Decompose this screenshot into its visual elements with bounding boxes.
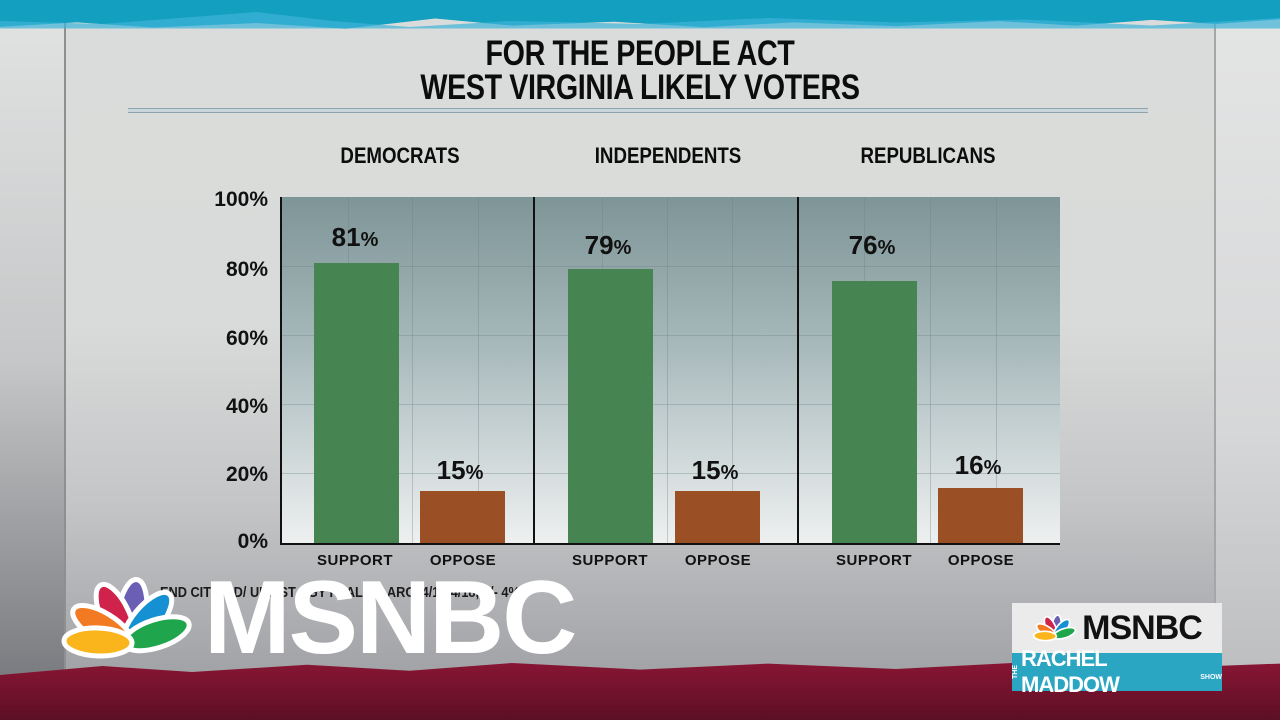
gridline-v [732, 197, 733, 543]
y-tick-80: 80% [225, 258, 268, 281]
left-wall [0, 0, 64, 720]
show-the: THE [1012, 665, 1019, 679]
category-label-ind-oppose: OPPOSE [684, 552, 752, 569]
right-wall [1216, 0, 1280, 720]
bar-republicans-oppose [938, 488, 1023, 543]
bar-democrats-oppose [420, 491, 505, 543]
msnbc-watermark-text: MSNBC [204, 560, 577, 676]
category-label-rep-oppose: OPPOSE [947, 552, 1015, 569]
group-label-independents: INDEPENDENTS [594, 143, 742, 168]
gridline-40 [282, 404, 1060, 405]
gridline-v [996, 197, 997, 543]
y-tick-20: 20% [225, 463, 268, 486]
value-label-ind-oppose: 15% [691, 455, 739, 485]
gridline-v [930, 197, 931, 543]
y-tick-0: 0% [237, 530, 268, 553]
msnbc-corner-logo: MSNBC [1012, 603, 1222, 653]
value-label-dem-support: 81% [331, 222, 379, 252]
show-logo: THE RACHEL MADDOW SHOW [1012, 646, 1222, 697]
value-label-rep-support: 76% [848, 230, 896, 260]
gridline-v [667, 197, 668, 543]
title-line-2: WEST VIRGINIA LIKELY VOTERS [420, 68, 860, 107]
value-label-rep-oppose: 16% [954, 450, 1002, 480]
group-label-republicans: REPUBLICANS [860, 143, 996, 168]
msnbc-corner-text: MSNBC [1082, 608, 1203, 647]
y-tick-40: 40% [225, 395, 268, 418]
value-label-ind-support: 79% [584, 230, 632, 260]
group-label-democrats: DEMOCRATS [340, 143, 460, 168]
panel-divider [533, 197, 535, 543]
plot-area [280, 197, 1060, 545]
gridline-60 [282, 335, 1060, 336]
value-label-dem-oppose: 15% [436, 455, 484, 485]
gridline-v [412, 197, 413, 543]
show-name: RACHEL MADDOW [1021, 646, 1120, 697]
msnbc-watermark: MSNBC [60, 560, 577, 676]
category-label-dem-oppose: OPPOSE [429, 552, 497, 569]
bar-republicans-support [832, 281, 917, 543]
bar-independents-support [568, 269, 653, 543]
show-suffix: SHOW [1200, 674, 1222, 681]
peacock-icon-small [1033, 614, 1077, 642]
source-note: END CIT S I D/ UBL ST EGY R /AL RE ARC. … [160, 584, 520, 601]
y-tick-100: 100% [214, 188, 268, 211]
category-label-dem-support: SUPPORT [316, 552, 393, 569]
bar-democrats-support [314, 263, 399, 543]
gridline-20 [282, 473, 1060, 474]
peacock-icon [61, 577, 192, 659]
panel-divider [797, 197, 799, 543]
category-label-rep-support: SUPPORT [835, 552, 912, 569]
gridline-v [478, 197, 479, 543]
title-line-1: FOR THE PEOPLE ACT [485, 34, 795, 73]
title-rule [128, 108, 1148, 113]
y-tick-60: 60% [225, 327, 268, 350]
gridline-80 [282, 266, 1060, 267]
category-label-ind-support: SUPPORT [571, 552, 648, 569]
bar-independents-oppose [675, 491, 760, 543]
